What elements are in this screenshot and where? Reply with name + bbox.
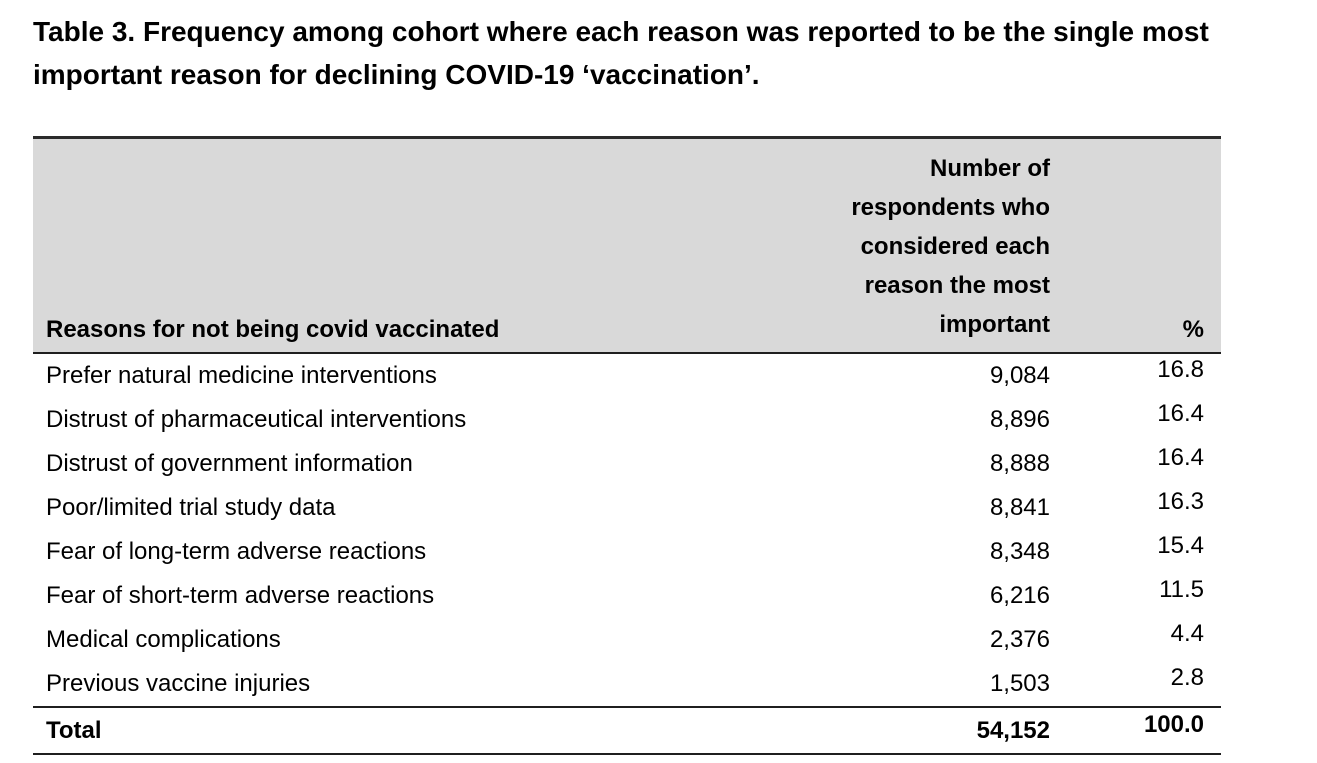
table-row: Prefer natural medicine interventions 9,… — [33, 353, 1221, 398]
count-cell: 1,503 — [989, 670, 1050, 697]
percent-cell: 16.4 — [1050, 398, 1221, 442]
reason-cell: Prefer natural medicine interventions — [46, 362, 437, 389]
frequency-table: Reasons for not being covid vaccinated N… — [33, 136, 1221, 755]
table-row: Poor/limited trial study data 8,841 16.3 — [33, 486, 1221, 530]
table-row: Medical complications 2,376 4.4 — [33, 618, 1221, 662]
total-label: Total — [46, 716, 102, 744]
total-percent-value: 100.0 — [1143, 710, 1204, 738]
percent-cell: 4.4 — [1050, 618, 1221, 662]
count-cell: 8,896 — [989, 406, 1050, 433]
count-cell: 9,084 — [989, 362, 1050, 389]
reason-cell: Fear of long-term adverse reactions — [46, 538, 427, 565]
reason-cell: Distrust of pharmaceutical interventions — [46, 406, 467, 433]
total-row: Total 54,152 100.0 — [33, 707, 1221, 754]
total-count: 54,152 — [976, 716, 1050, 744]
table-row: Distrust of government information 8,888… — [33, 442, 1221, 486]
percent-cell: 15.4 — [1050, 530, 1221, 574]
count-cell: 8,888 — [989, 450, 1050, 477]
table-row: Fear of short-term adverse reactions 6,2… — [33, 574, 1221, 618]
percent-cell: 11.5 — [1050, 574, 1221, 618]
header-reasons: Reasons for not being covid vaccinated — [46, 316, 500, 343]
header-respondent-count: Number of respondents who considered eac… — [851, 155, 1050, 338]
percent-value: 16.4 — [1157, 444, 1204, 471]
count-cell: 2,376 — [989, 626, 1050, 653]
reason-cell: Previous vaccine injuries — [46, 670, 311, 697]
reason-cell: Medical complications — [46, 626, 281, 653]
percent-cell: 16.8 — [1050, 353, 1221, 398]
count-cell: 6,216 — [989, 582, 1050, 609]
header-row: Reasons for not being covid vaccinated N… — [33, 137, 1221, 353]
percent-cell: 2.8 — [1050, 662, 1221, 707]
percent-value: 11.5 — [1159, 576, 1204, 603]
percent-cell: 16.3 — [1050, 486, 1221, 530]
percent-value: 2.8 — [1170, 664, 1204, 691]
count-cell: 8,348 — [989, 538, 1050, 565]
reason-cell: Fear of short-term adverse reactions — [46, 582, 435, 609]
percent-value: 15.4 — [1157, 532, 1204, 559]
reason-cell: Poor/limited trial study data — [46, 494, 336, 521]
percent-value: 16.8 — [1157, 356, 1204, 383]
reason-cell: Distrust of government information — [46, 450, 413, 477]
percent-cell: 16.4 — [1050, 442, 1221, 486]
table-row: Previous vaccine injuries 1,503 2.8 — [33, 662, 1221, 707]
percent-value: 16.4 — [1157, 400, 1204, 427]
percent-value: 16.3 — [1157, 488, 1204, 515]
table-row: Distrust of pharmaceutical interventions… — [33, 398, 1221, 442]
count-cell: 8,841 — [989, 494, 1050, 521]
header-percent: % — [1182, 316, 1204, 343]
table-caption: Table 3. Frequency among cohort where ea… — [33, 16, 1209, 90]
total-percent-cell: 100.0 — [1050, 707, 1221, 754]
table-row: Fear of long-term adverse reactions 8,34… — [33, 530, 1221, 574]
percent-value: 4.4 — [1170, 620, 1204, 647]
